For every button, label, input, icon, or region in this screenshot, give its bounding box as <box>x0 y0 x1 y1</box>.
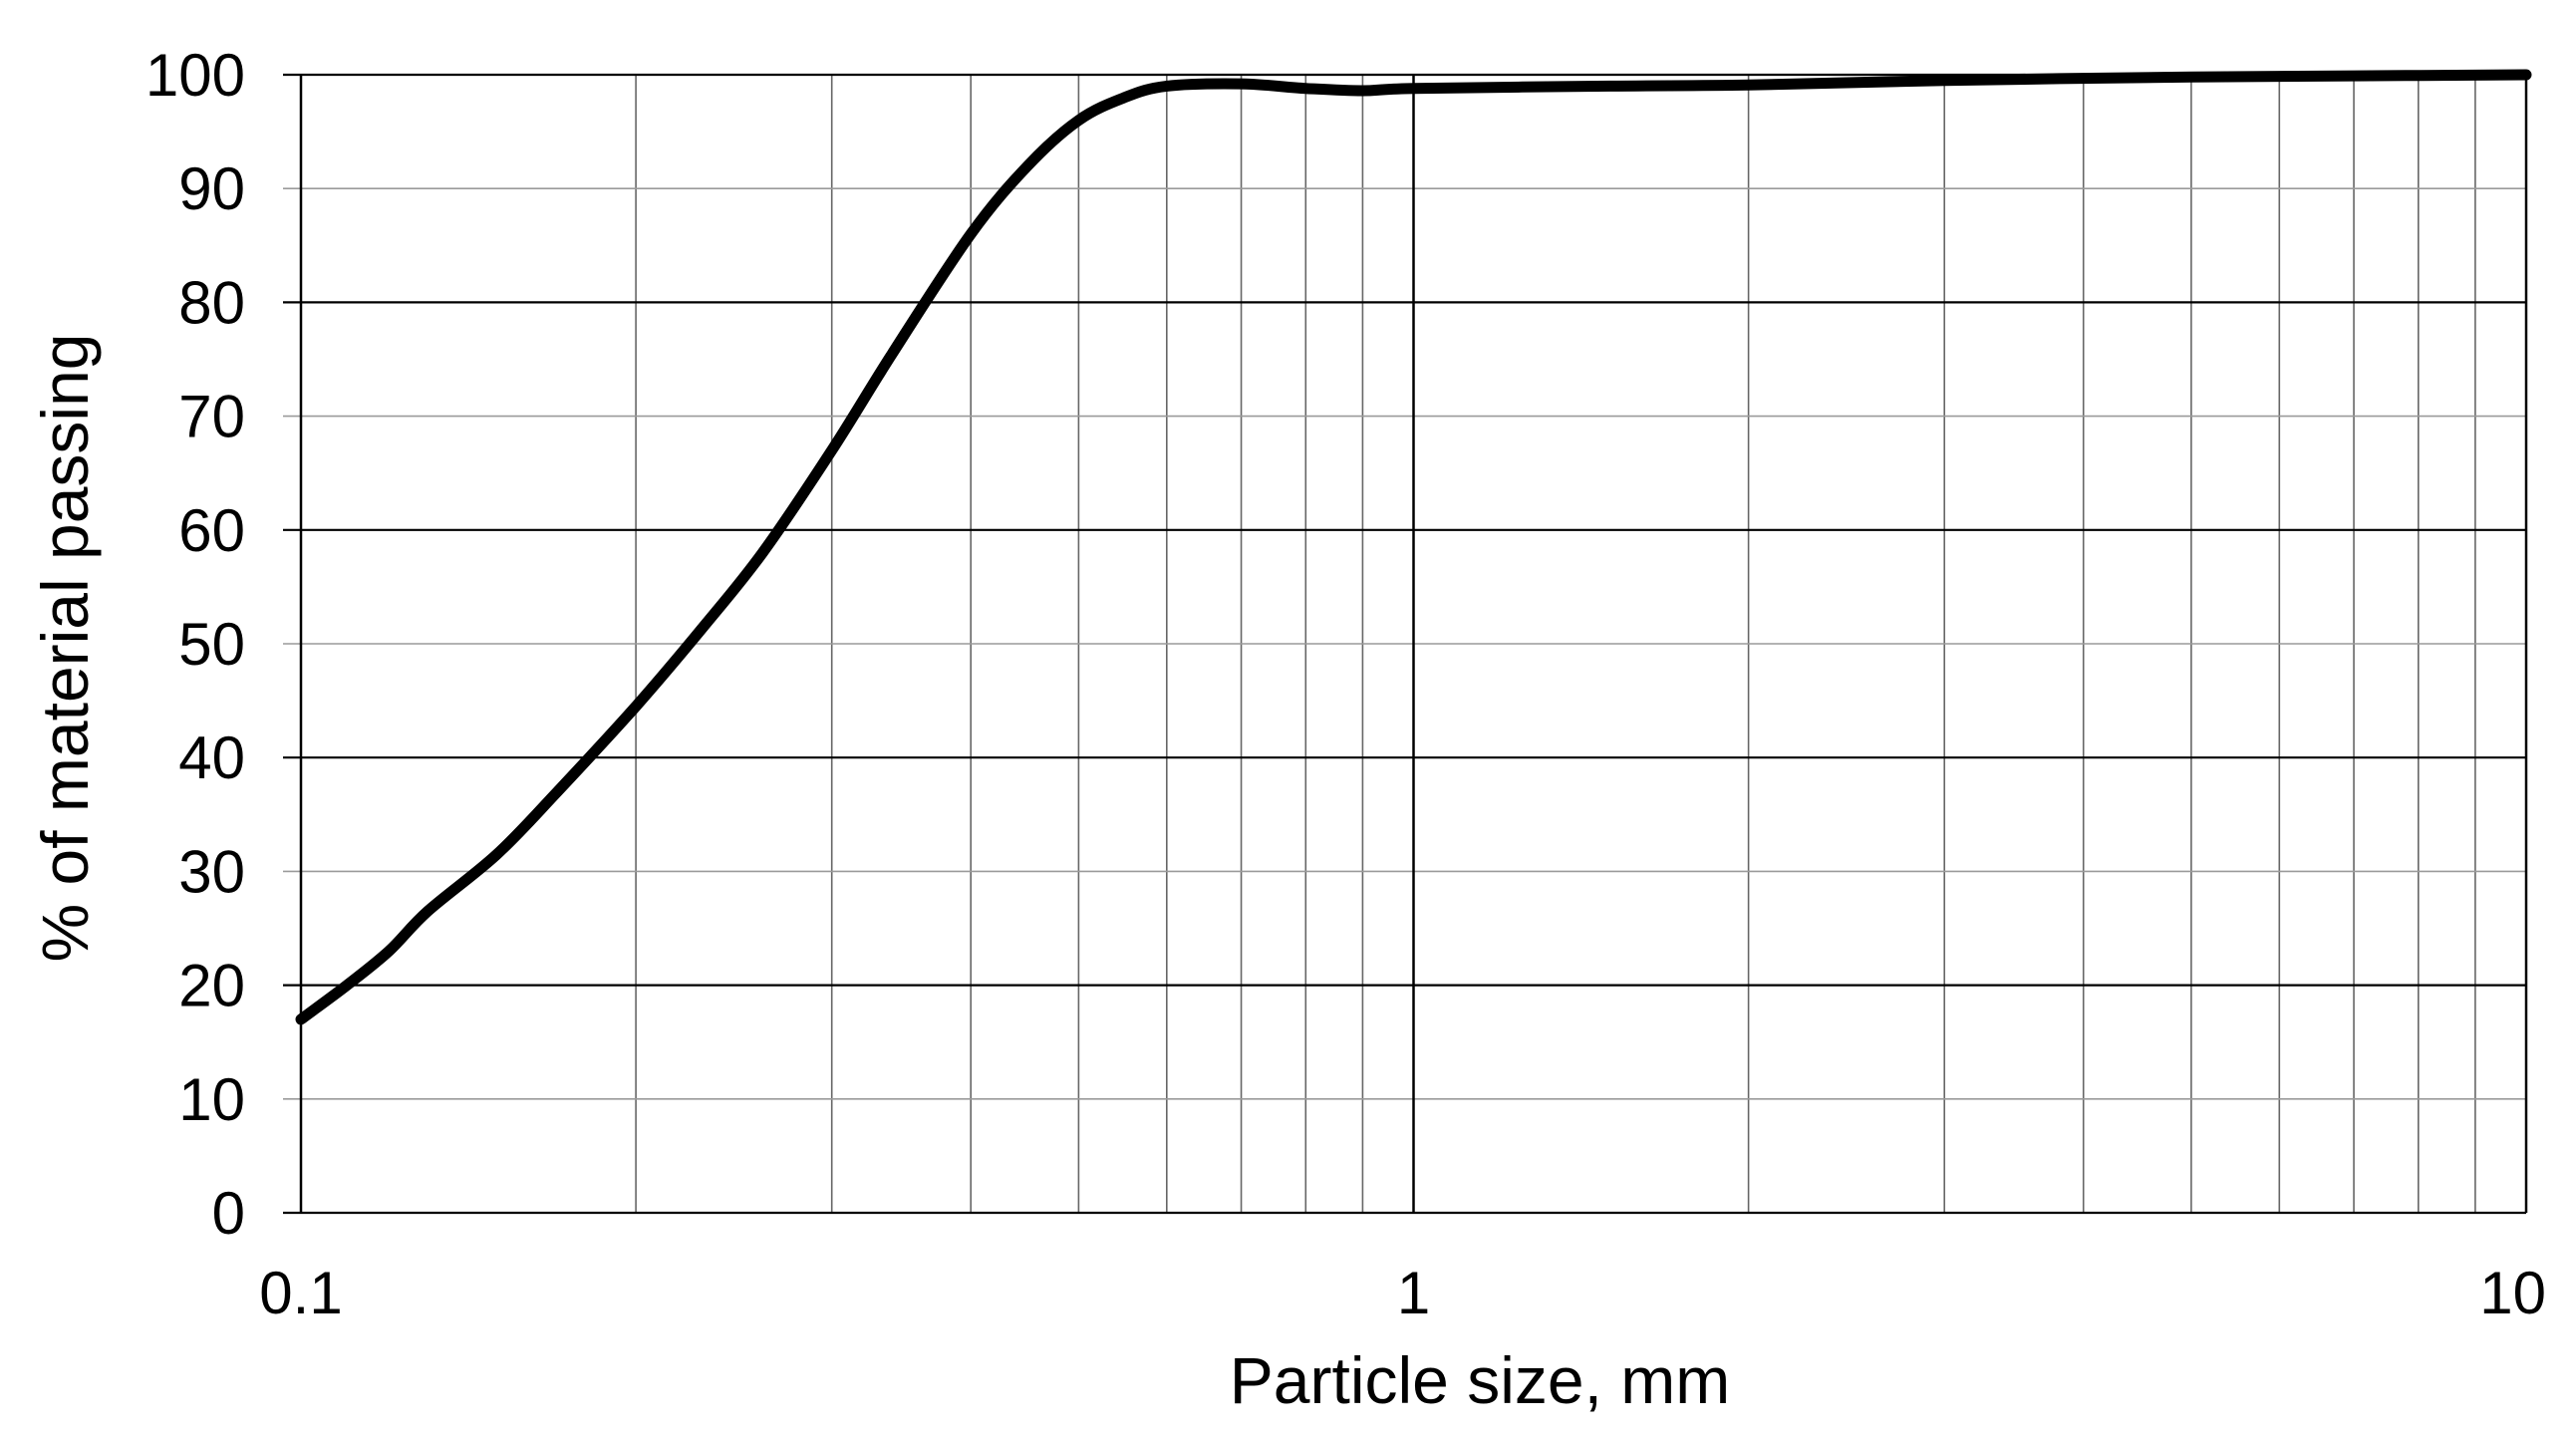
grading-curve-point <box>635 706 637 708</box>
y-tick-label: 40 <box>178 724 245 791</box>
x-axis-title: Particle size, mm <box>1230 1343 1730 1417</box>
y-tick-label: 0 <box>212 1180 245 1247</box>
minor-gridlines <box>283 75 2526 1213</box>
grading-curve-point <box>970 233 972 235</box>
grading-curve-point <box>300 1018 302 1020</box>
y-tick-label: 80 <box>178 269 245 336</box>
grading-curve-point <box>1026 164 1028 166</box>
grading-curve-point <box>703 626 705 628</box>
series-layer <box>295 69 2532 1025</box>
y-tick-labels: 0 10 20 30 40 50 60 70 80 90 100 <box>145 42 245 1247</box>
grading-curve-point <box>1413 88 1414 90</box>
grading-curve-point <box>1241 83 1243 85</box>
y-tick-label: 100 <box>145 42 245 109</box>
grading-curve-point <box>496 853 498 855</box>
y-tick-label: 30 <box>178 838 245 905</box>
grading-curve-point <box>1304 88 1306 90</box>
grading-curve-point <box>427 910 429 912</box>
y-tick-label: 60 <box>178 497 245 564</box>
x-tick-label: 10 <box>2479 1260 2546 1326</box>
grading-curve-point <box>891 353 893 355</box>
x-tick-label: 1 <box>1397 1260 1430 1326</box>
grading-curve-line <box>295 69 2532 1025</box>
grading-curve-point <box>2353 75 2355 77</box>
grading-curve-point <box>831 449 833 451</box>
grading-curve-point <box>556 790 558 792</box>
grading-curve-point <box>2190 76 2192 78</box>
x-tick-labels: 0.1 1 10 <box>259 1260 2546 1326</box>
y-tick-label: 90 <box>178 155 245 222</box>
y-tick-label: 10 <box>178 1066 245 1133</box>
y-tick-label: 20 <box>178 953 245 1019</box>
x-tick-label: 0.1 <box>259 1260 342 1326</box>
grading-curve-point <box>1748 84 1750 86</box>
grading-curve-point <box>2525 74 2527 76</box>
grading-curve-point <box>1166 85 1168 87</box>
y-tick-label: 50 <box>178 611 245 678</box>
grading-curve-point <box>1943 80 1945 82</box>
grading-curve-point <box>1361 90 1363 92</box>
y-tick-label: 70 <box>178 384 245 450</box>
grading-curve-point <box>388 950 390 952</box>
y-axis-title: % of material passing <box>28 334 102 963</box>
grading-curve-point <box>1124 97 1126 99</box>
grading-curve-point <box>761 552 763 554</box>
grading-curve-point <box>1077 120 1079 122</box>
grading-curve-point <box>1608 85 1610 87</box>
grading-curve-point <box>346 985 348 987</box>
